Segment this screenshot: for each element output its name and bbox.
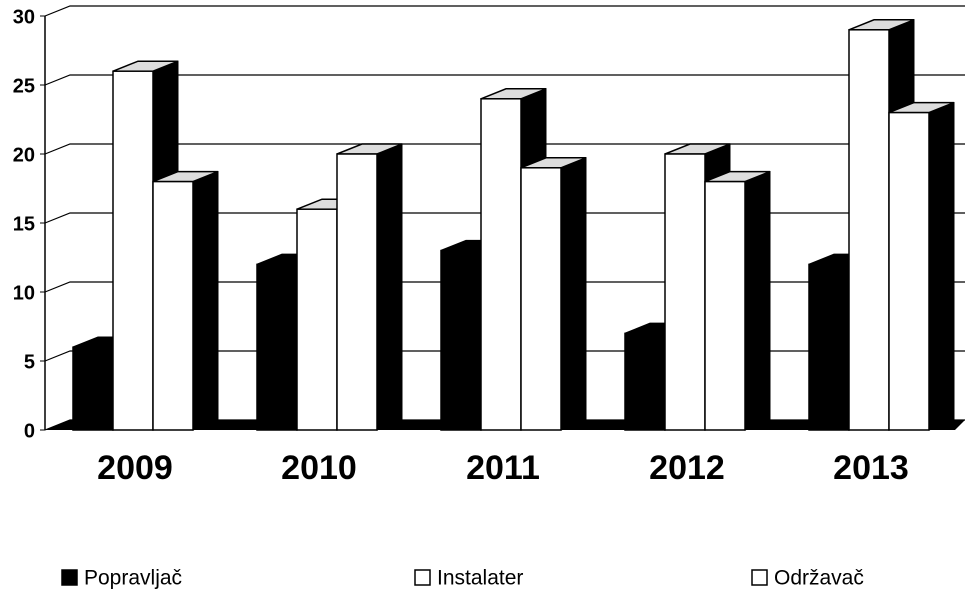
y-tick-label: 25 xyxy=(13,75,35,97)
bar-front xyxy=(480,98,522,431)
bar-side xyxy=(744,170,771,431)
y-tick-label: 15 xyxy=(13,213,35,235)
y-tick-label: 20 xyxy=(13,144,35,166)
legend-label: Popravljač xyxy=(84,567,182,589)
bar-front xyxy=(888,111,930,431)
bar-front xyxy=(296,208,338,431)
bar-front xyxy=(336,153,378,431)
bar-front xyxy=(72,346,114,431)
bar-side xyxy=(560,157,587,431)
bar-front xyxy=(112,70,154,431)
x-tick-label: 2013 xyxy=(833,449,909,487)
grid-line xyxy=(44,143,965,155)
bar xyxy=(336,143,403,431)
legend-swatch xyxy=(751,569,768,586)
x-tick-label: 2009 xyxy=(97,449,173,487)
bar-side xyxy=(192,170,219,431)
bar-front xyxy=(664,153,706,431)
bar xyxy=(704,170,771,431)
bar xyxy=(520,157,587,431)
bar-front xyxy=(256,263,298,431)
grid-line xyxy=(44,5,965,17)
legend-label: Instalater xyxy=(437,567,523,589)
y-tick-label: 5 xyxy=(24,351,35,373)
y-tick-label: 10 xyxy=(13,282,35,304)
legend-label: Održavač xyxy=(774,567,864,589)
y-tick-label: 0 xyxy=(24,420,35,442)
grid-line xyxy=(44,74,965,86)
bar-front xyxy=(624,332,666,431)
bar-front xyxy=(704,180,746,431)
bar-side xyxy=(376,143,403,431)
legend-swatch xyxy=(61,569,78,586)
x-tick-label: 2012 xyxy=(649,449,725,487)
x-tick-label: 2011 xyxy=(466,449,540,487)
legend-swatch xyxy=(414,569,431,586)
bar-front xyxy=(848,29,890,431)
x-tick-label: 2010 xyxy=(281,449,357,487)
bar-front xyxy=(152,180,194,431)
bar-side xyxy=(928,101,955,431)
bar xyxy=(152,170,219,431)
bar-front xyxy=(808,263,850,431)
bar xyxy=(888,101,955,431)
bar-front xyxy=(520,167,562,431)
bar-front xyxy=(440,249,482,431)
y-tick-label: 30 xyxy=(13,6,35,28)
